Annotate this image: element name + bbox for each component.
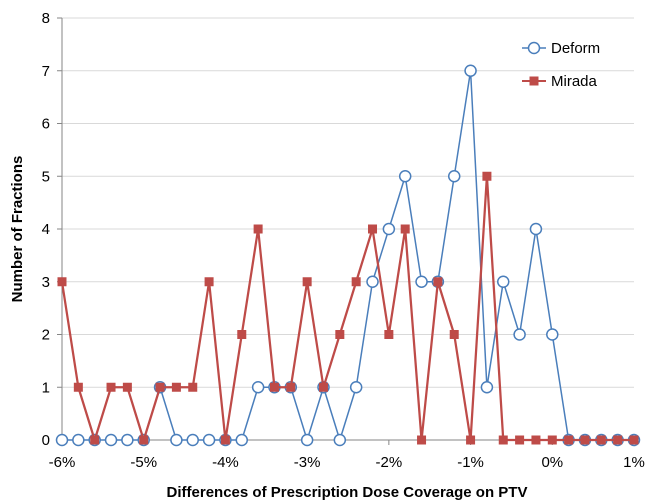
data-point-mirada-16 [318, 382, 328, 392]
y-tick-label-5: 5 [42, 168, 50, 185]
data-point-deform-1 [72, 433, 85, 447]
legend-mirada-marker [529, 76, 539, 86]
x-tick-label-6: 0% [541, 454, 563, 471]
data-point-mirada-5 [139, 435, 149, 445]
data-point-mirada-3 [106, 382, 116, 392]
y-tick-label-7: 7 [42, 63, 50, 80]
data-point-mirada-23 [433, 277, 443, 287]
data-point-mirada-8 [188, 382, 198, 392]
data-point-deform-27 [497, 275, 510, 288]
data-point-mirada-21 [400, 224, 410, 234]
data-point-deform-8 [186, 433, 199, 447]
x-axis-title: Differences of Prescription Dose Coverag… [167, 484, 528, 501]
data-point-deform-3 [104, 433, 118, 447]
data-point-mirada-18 [351, 277, 361, 287]
y-tick-label-3: 3 [42, 274, 50, 291]
y-tick-label-0: 0 [42, 432, 50, 449]
y-axis-title: Number of Fractions [9, 156, 26, 303]
data-point-mirada-4 [122, 382, 132, 392]
data-point-mirada-13 [269, 382, 279, 392]
x-tick-label-0: -6% [49, 454, 76, 471]
data-point-mirada-34 [613, 435, 623, 445]
legend-mirada-label: Mirada [551, 73, 598, 90]
data-point-deform-30 [546, 328, 559, 341]
y-tick-label-6: 6 [42, 116, 50, 133]
data-point-deform-9 [202, 433, 216, 447]
data-point-mirada-11 [237, 330, 247, 339]
data-point-mirada-31 [564, 435, 574, 445]
legend-deform-marker [527, 41, 541, 55]
data-point-mirada-19 [368, 224, 378, 234]
data-point-deform-21 [398, 170, 412, 183]
data-point-deform-29 [529, 222, 543, 236]
data-point-mirada-22 [417, 435, 427, 445]
y-tick-labels: 0 1 2 3 4 5 6 7 8 [42, 10, 50, 449]
data-point-mirada-15 [302, 277, 312, 287]
x-tick-label-7: 1% [623, 454, 645, 471]
x-tick-label-1: -5% [130, 454, 157, 471]
data-point-mirada-29 [531, 435, 541, 445]
data-point-deform-19 [366, 275, 379, 288]
data-point-mirada-24 [449, 330, 459, 339]
data-point-mirada-10 [220, 435, 230, 445]
data-point-deform-15 [300, 433, 314, 447]
data-point-deform-28 [513, 328, 526, 341]
data-point-mirada-12 [253, 224, 263, 234]
data-point-deform-22 [415, 275, 428, 288]
data-point-deform-7 [170, 433, 183, 447]
data-point-deform-20 [382, 222, 396, 236]
data-point-deform-11 [235, 433, 249, 447]
data-point-deform-4 [121, 433, 134, 447]
legend-item-mirada: Mirada [522, 73, 598, 90]
data-point-deform-26 [480, 381, 494, 394]
x-tick-label-4: -2% [376, 454, 403, 471]
x-tick-labels: -6% -5% -4% -3% -2% -1% 0% 1% [49, 454, 645, 471]
data-point-mirada-30 [547, 435, 557, 445]
data-point-mirada-26 [482, 171, 492, 181]
data-point-mirada-20 [384, 330, 394, 339]
data-point-deform-12 [251, 381, 265, 394]
data-point-deform-24 [447, 170, 461, 183]
data-point-deform-0 [55, 433, 69, 447]
data-point-deform-18 [349, 381, 363, 394]
data-point-mirada-28 [515, 435, 525, 445]
data-point-mirada-33 [596, 435, 606, 445]
x-tick-label-3: -3% [294, 454, 321, 471]
data-point-mirada-7 [171, 382, 181, 392]
data-point-mirada-1 [73, 382, 83, 392]
y-tick-label-8: 8 [42, 10, 50, 27]
data-point-mirada-0 [57, 277, 67, 287]
data-point-mirada-35 [629, 435, 639, 445]
x-tick-label-5: -1% [457, 454, 484, 471]
grid-lines [62, 17, 634, 388]
data-point-mirada-27 [498, 435, 508, 445]
legend: Deform Mirada [522, 40, 600, 90]
legend-deform-label: Deform [551, 40, 600, 57]
data-point-mirada-32 [580, 435, 590, 445]
y-tick-label-1: 1 [42, 379, 50, 396]
data-point-mirada-14 [286, 382, 296, 392]
data-point-mirada-25 [466, 435, 476, 445]
y-tick-label-2: 2 [42, 327, 50, 344]
data-point-mirada-2 [90, 435, 100, 445]
data-point-deform-25 [464, 64, 477, 77]
y-tick-label-4: 4 [42, 221, 50, 238]
data-point-mirada-6 [155, 382, 165, 392]
series-mirada [57, 171, 639, 445]
data-point-mirada-17 [335, 330, 345, 339]
x-tick-label-2: -4% [212, 454, 239, 471]
series-layer [55, 64, 641, 447]
legend-item-deform: Deform [522, 40, 600, 57]
data-point-deform-17 [333, 433, 347, 447]
data-point-mirada-9 [204, 277, 214, 287]
